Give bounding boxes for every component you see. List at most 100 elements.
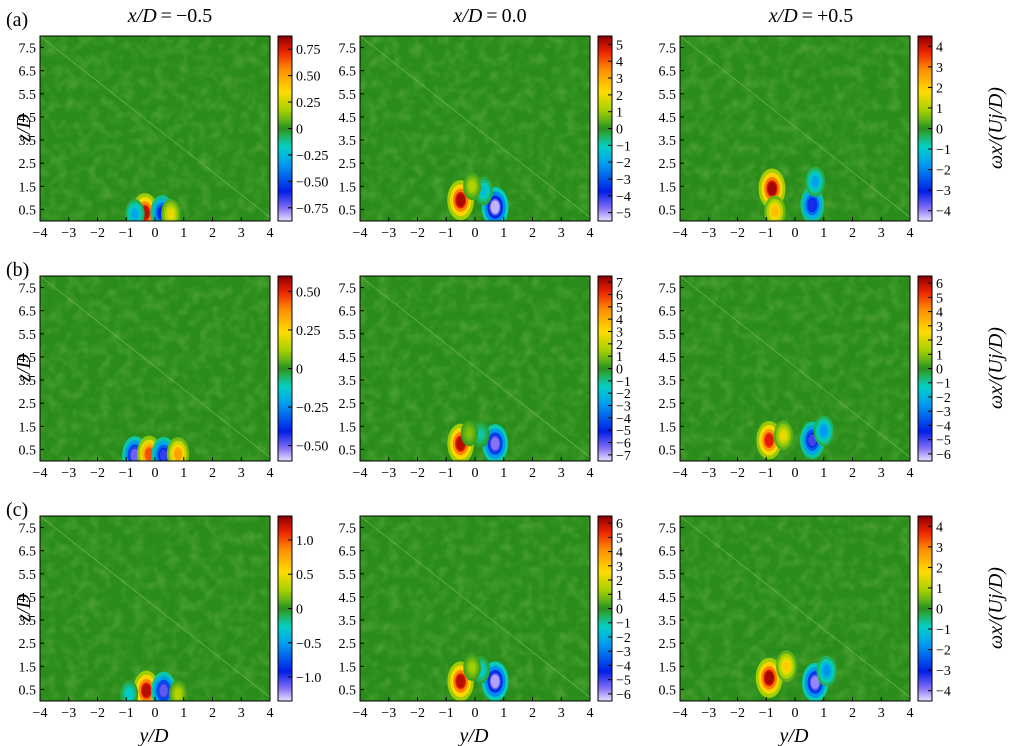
x-tick-label: −3 [61, 706, 76, 721]
vortex-feature-3 [168, 680, 188, 701]
colorbar-tick-label: 0.50 [296, 285, 321, 300]
colorbar-tick-label: 0.5 [296, 568, 314, 583]
colorbar-tick-label: −3 [936, 405, 951, 420]
contour-level [820, 425, 828, 436]
x-tick-label: −4 [33, 706, 48, 721]
y-tick-label: 5.5 [19, 328, 37, 343]
y-tick-label: 7.5 [19, 282, 37, 297]
x-tick-label: −1 [759, 466, 774, 481]
y-tick-label: 5.5 [659, 568, 677, 583]
colorbar-tick-label: 3 [616, 560, 623, 575]
y-tick-label: 0.5 [659, 203, 677, 218]
vortex-features [120, 670, 188, 701]
x-tick-label: −4 [673, 226, 688, 241]
x-tick-label: −4 [353, 466, 368, 481]
colorbar-tick-label: −0.50 [296, 440, 328, 455]
panel-3-3: −4 −3 −2 −1 0 1 2 3 4 0.5 1.5 2.5 3.5 4.5 5.5 6.5 7.5 4 3 2… [659, 515, 951, 721]
x-tick-label: −1 [439, 466, 454, 481]
y-tick-label: 3.5 [339, 374, 357, 389]
colorbar-tick-label: −1 [616, 139, 631, 154]
colorbar-tick-label: 0 [936, 363, 943, 378]
field-texture [40, 516, 270, 701]
contour-level [780, 430, 787, 441]
y-tick-label: 7.5 [339, 282, 357, 297]
colorbar-tick-label: 2 [616, 338, 623, 353]
colorbar-tick-label: −7 [616, 449, 631, 464]
y-tick-label: 7.5 [659, 282, 677, 297]
vortex-feature-4 [460, 420, 478, 447]
x-tick-label: −1 [759, 706, 774, 721]
contour-level [456, 674, 465, 688]
x-tick-label: 2 [529, 706, 536, 721]
colorbar-tick-label: 5 [616, 531, 623, 546]
colorbar-tick-label: 3 [936, 320, 943, 335]
colorbar-tick-label: 4 [936, 306, 943, 321]
x-tick-label: 3 [558, 226, 565, 241]
vortex-feature-4 [166, 437, 190, 461]
vortex-feature-1 [755, 657, 783, 699]
contour-level [490, 674, 500, 688]
colorbar-tick-label: −5 [616, 207, 631, 222]
x-tick-label: 2 [849, 226, 856, 241]
y-tick-label: 0.5 [19, 203, 37, 218]
colorbar-tick-label: 2 [616, 574, 623, 589]
x-tick-label: −4 [673, 706, 688, 721]
vortex-feature-3 [472, 421, 490, 448]
colorbar-tick-label: 6 [936, 277, 943, 292]
x-tick-label: 0 [152, 466, 159, 481]
colorbar-tick-label: 3 [936, 541, 943, 556]
y-tick-label: 2.5 [659, 157, 677, 172]
y-tick-label: 7.5 [659, 42, 677, 57]
x-tick-label: 3 [878, 706, 885, 721]
colorbar-tick-label: −2 [616, 631, 631, 646]
x-tick-label: −2 [410, 226, 425, 241]
colorbar-tick-label: 0 [296, 363, 303, 378]
colorbar-tick-label: −2 [616, 387, 631, 402]
x-tick-label: 3 [878, 226, 885, 241]
y-tick-label: 0.5 [339, 203, 357, 218]
contour-level [145, 448, 154, 461]
y-tick-label: 5.5 [19, 568, 37, 583]
x-tick-label: 1 [820, 226, 827, 241]
colorbar-tick-label: 4 [616, 55, 623, 70]
y-tick-label: 6.5 [19, 65, 37, 80]
vortex-feature-2 [776, 650, 797, 683]
colorbar-tick-label: 2 [936, 561, 943, 576]
x-tick-label: −2 [410, 706, 425, 721]
x-tick-label: 4 [907, 226, 914, 241]
contour-level [477, 430, 484, 439]
contour-level [782, 661, 790, 672]
x-tick-label: −3 [381, 706, 396, 721]
x-tick-label: 1 [180, 706, 187, 721]
colorbar-tick-label: 2 [936, 334, 943, 349]
x-tick-label: 0 [152, 706, 159, 721]
contour-level [466, 428, 473, 438]
colorbar-tick-label: −0.75 [296, 202, 328, 217]
y-tick-label: 7.5 [339, 522, 357, 537]
x-tick-label: −2 [90, 706, 105, 721]
x-tick-label: 4 [907, 466, 914, 481]
contour-level [174, 448, 182, 460]
contour-level [469, 663, 476, 672]
y-tick-label: 1.5 [659, 180, 677, 195]
contour-level [490, 437, 500, 451]
colorbar-tick-label: 1.0 [296, 534, 314, 549]
colorbar-tick-label: 1 [936, 102, 943, 117]
y-tick-label: 4.5 [659, 111, 677, 126]
x-tick-label: 1 [500, 706, 507, 721]
x-tick-label: −2 [90, 226, 105, 241]
x-tick-label: 0 [472, 226, 479, 241]
panel-3-2: −4 −3 −2 −1 0 1 2 3 40.51.52.53.54.55.56.57.5 654… [339, 515, 631, 721]
vortex-feature-4 [805, 166, 825, 197]
vortex-features [125, 193, 181, 221]
colorbar-tick-label: −4 [616, 412, 631, 427]
ylabel-row-a: z/D [13, 114, 35, 143]
colorbar-label-row-c: ωx/(Uj/D) [985, 567, 1007, 649]
diagonal-artifact [39, 515, 271, 698]
vortex-features [755, 650, 837, 701]
y-tick-label: 1.5 [339, 180, 357, 195]
y-tick-label: 6.5 [659, 65, 677, 80]
contour-level [175, 689, 181, 699]
x-tick-label: 3 [238, 706, 245, 721]
colorbar-tick-label: −4 [936, 685, 951, 700]
